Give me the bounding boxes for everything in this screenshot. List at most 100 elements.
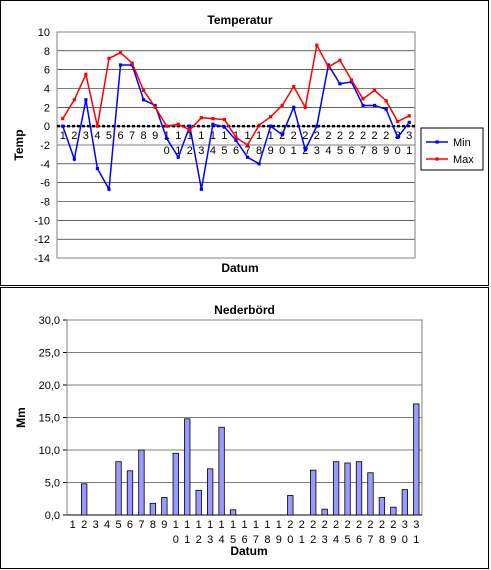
y-tick-label: 0,0 (45, 510, 60, 522)
data-point-min (107, 187, 111, 191)
x-axis-title: Datum (230, 544, 267, 558)
y-tick-label: 6 (44, 65, 50, 77)
y-tick-label: 10 (38, 27, 50, 39)
x-tick-label: 3 (207, 534, 213, 546)
y-tick-label: -2 (40, 140, 50, 152)
x-tick-label: 2 (302, 130, 308, 142)
data-point-max (407, 114, 411, 118)
bar (367, 472, 374, 516)
data-point-min (72, 157, 76, 161)
data-point-max (361, 97, 365, 101)
y-tick-label: 4 (44, 84, 50, 96)
x-tick-label: 1 (268, 130, 274, 142)
y-tick-label: 15,0 (39, 413, 60, 425)
x-tick-label: 1 (221, 130, 227, 142)
x-tick-label: 0 (173, 534, 179, 546)
x-tick-label: 9 (383, 145, 389, 157)
data-point-max (245, 143, 250, 147)
x-tick-label: 2 (345, 519, 351, 531)
x-tick-label: 4 (104, 519, 110, 531)
bar (81, 483, 88, 516)
x-tick-label: 2 (383, 130, 389, 142)
data-point-max (234, 135, 238, 140)
bar (401, 489, 408, 516)
data-point-max (188, 128, 192, 132)
data-point-min (142, 98, 146, 102)
x-tick-label: 1 (219, 519, 225, 531)
y-tick-label: -6 (40, 178, 50, 190)
x-tick-label: 0 (402, 534, 408, 546)
data-point-max (107, 56, 111, 60)
x-tick-label: 3 (406, 130, 412, 142)
data-point-min (176, 155, 180, 159)
x-tick-label: 2 (367, 519, 373, 531)
data-point-max (72, 98, 76, 102)
x-tick-label: 1 (184, 534, 190, 546)
y-tick-label: 10,0 (39, 445, 60, 457)
data-point-max (211, 117, 215, 121)
data-point-max (303, 105, 307, 109)
data-point-max (396, 119, 400, 124)
x-tick-label: 6 (356, 534, 362, 546)
x-tick-label: 1 (70, 519, 76, 531)
data-point-min (222, 125, 227, 129)
legend-label-min: Min (453, 137, 471, 149)
x-tick-label: 6 (117, 130, 123, 142)
data-point-max (118, 51, 123, 55)
x-tick-label: 2 (390, 519, 396, 531)
data-point-min (338, 82, 342, 86)
bar (172, 452, 179, 516)
x-tick-label: 2 (372, 130, 378, 142)
bar (218, 426, 225, 516)
data-point-min (199, 187, 203, 191)
x-tick-label: 1 (299, 534, 305, 546)
bar (149, 502, 157, 516)
bar (321, 508, 328, 516)
bar (310, 469, 317, 516)
x-tick-label: 1 (173, 519, 179, 531)
legend-marker-max (435, 157, 439, 161)
data-point-min (396, 135, 400, 140)
x-tick-label: 7 (360, 145, 366, 157)
data-point-min (269, 124, 273, 128)
x-tick-label: 8 (150, 519, 156, 531)
x-tick-label: 5 (115, 519, 121, 531)
bar (287, 495, 294, 516)
x-tick-label: 4 (333, 534, 339, 546)
x-tick-label: 3 (198, 145, 204, 157)
precipitation-chart-panel: Nederbörd 0,0 5,0 10,0 15,0 20,0 25,0 30,0 1 2 3 4 5… (0, 287, 489, 569)
x-tick-label: 7 (367, 534, 373, 546)
x-tick-label: 2 (310, 534, 316, 546)
x-tick-label: 2 (337, 130, 343, 142)
data-point-min (84, 98, 88, 102)
x-tick-label: 1 (196, 519, 202, 531)
data-point-min (188, 124, 192, 128)
x-tick-label: 3 (83, 130, 89, 142)
x-tick-label: 7 (253, 534, 259, 546)
data-point-min (349, 80, 354, 84)
x-tick-label: 9 (276, 534, 282, 546)
data-point-min (234, 138, 238, 142)
y-tick-label: 0 (44, 121, 50, 133)
data-point-max (130, 61, 134, 65)
x-tick-label: 4 (94, 130, 100, 142)
x-tick-label: 2 (314, 130, 320, 142)
data-point-min (361, 103, 365, 108)
x-tick-label: 8 (372, 145, 378, 157)
y-tick-label: 5,0 (45, 478, 60, 490)
y-tick-label: 2 (44, 102, 50, 114)
data-point-max (384, 99, 388, 103)
data-point-max (257, 123, 261, 127)
x-tick-label: 2 (187, 145, 193, 157)
y-tick-label: -10 (34, 215, 50, 227)
x-tick-label: 2 (196, 534, 202, 546)
x-tick-label: 8 (264, 534, 270, 546)
plot-area (56, 31, 416, 259)
y-tick-label: 25,0 (39, 348, 60, 360)
x-tick-label: 6 (348, 145, 354, 157)
x-tick-label: 1 (60, 130, 66, 142)
data-point-min (153, 103, 157, 108)
data-point-min (372, 103, 377, 108)
x-tick-label: 2 (287, 519, 293, 531)
x-tick-label: 0 (395, 145, 401, 157)
